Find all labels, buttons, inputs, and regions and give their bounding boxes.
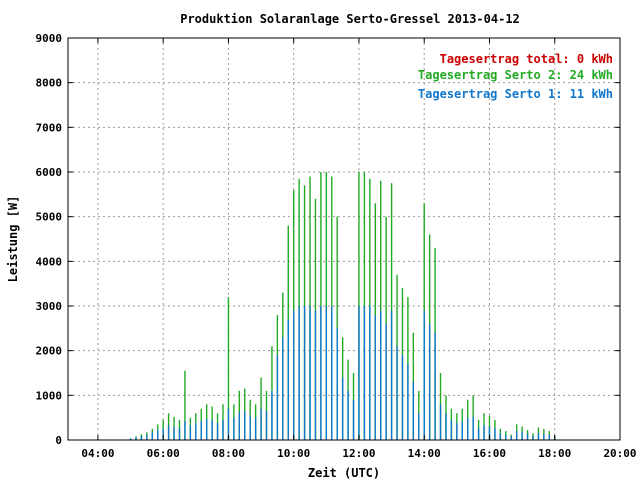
x-tick-label: 14:00 xyxy=(408,447,441,460)
x-tick-label: 18:00 xyxy=(538,447,571,460)
y-tick-label: 2000 xyxy=(36,345,63,358)
series-serto-1 xyxy=(129,306,556,440)
x-tick-label: 08:00 xyxy=(212,447,245,460)
y-tick-label: 8000 xyxy=(36,77,63,90)
x-tick-label: 20:00 xyxy=(603,447,636,460)
legend-total: Tagesertrag total: 0 kWh xyxy=(440,52,613,66)
y-tick-label: 4000 xyxy=(36,255,63,268)
x-tick-label: 16:00 xyxy=(473,447,506,460)
x-tick-label: 06:00 xyxy=(147,447,180,460)
y-tick-label: 6000 xyxy=(36,166,63,179)
y-tick-label: 7000 xyxy=(36,121,63,134)
y-tick-label: 3000 xyxy=(36,300,63,313)
legend: Tagesertrag total: 0 kWh Tagesertrag Ser… xyxy=(418,52,613,101)
legend-serto-2: Tagesertrag Serto 2: 24 kWh xyxy=(418,68,613,82)
axis-ticks: 0 1000 2000 3000 4000 5000 6000 7000 8000 9000 04:… xyxy=(36,32,637,460)
x-axis-label: Zeit (UTC) xyxy=(308,466,380,480)
plot-frame xyxy=(67,37,621,441)
x-tick-label: 10:00 xyxy=(277,447,310,460)
y-tick-label: 5000 xyxy=(36,211,63,224)
y-tick-label: 0 xyxy=(55,434,62,447)
x-tick-label: 04:00 xyxy=(81,447,114,460)
chart-title: Produktion Solaranlage Serto-Gressel 201… xyxy=(180,12,520,26)
y-tick-label: 9000 xyxy=(36,32,63,45)
y-axis-label: Leistung [W] xyxy=(6,196,20,283)
y-tick-label: 1000 xyxy=(36,389,63,402)
legend-serto-1: Tagesertrag Serto 1: 11 kWh xyxy=(418,87,613,101)
x-tick-label: 12:00 xyxy=(342,447,375,460)
